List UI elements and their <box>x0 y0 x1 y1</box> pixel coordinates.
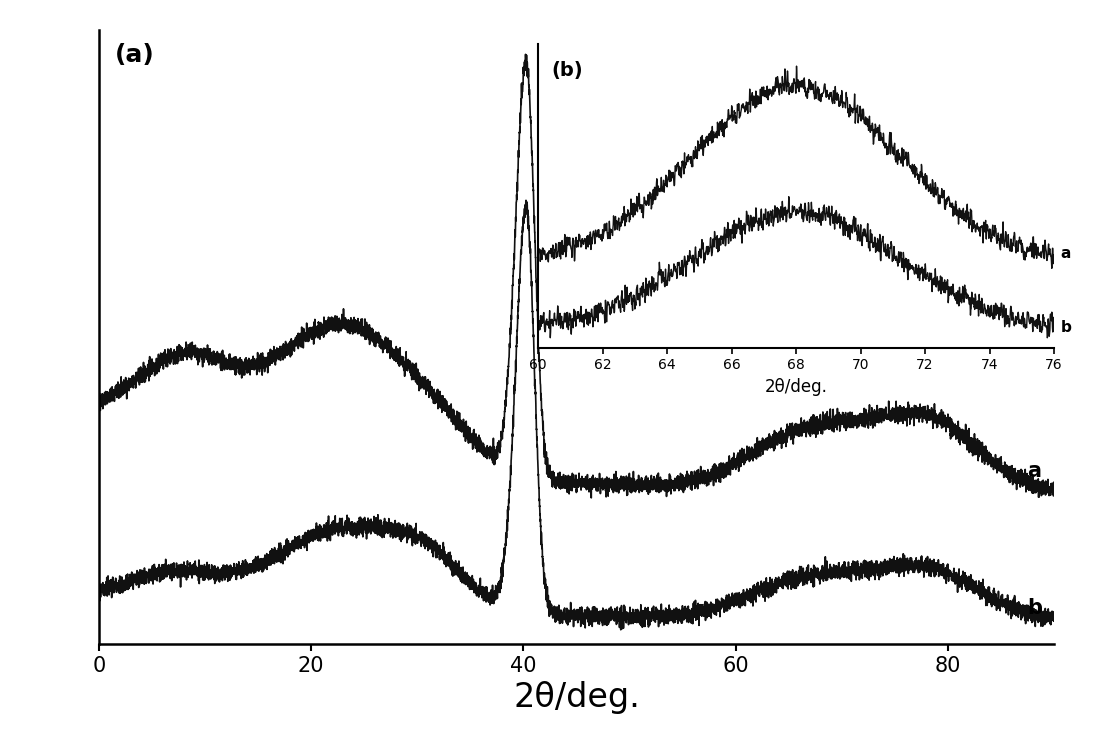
Text: a: a <box>1028 461 1042 481</box>
Text: a: a <box>1061 246 1071 260</box>
X-axis label: 2θ/deg.: 2θ/deg. <box>513 681 640 714</box>
X-axis label: 2θ/deg.: 2θ/deg. <box>764 378 828 396</box>
Text: b: b <box>1061 320 1072 335</box>
Text: b: b <box>1028 599 1042 619</box>
Text: (b): (b) <box>551 61 583 80</box>
Text: (a): (a) <box>114 43 155 67</box>
